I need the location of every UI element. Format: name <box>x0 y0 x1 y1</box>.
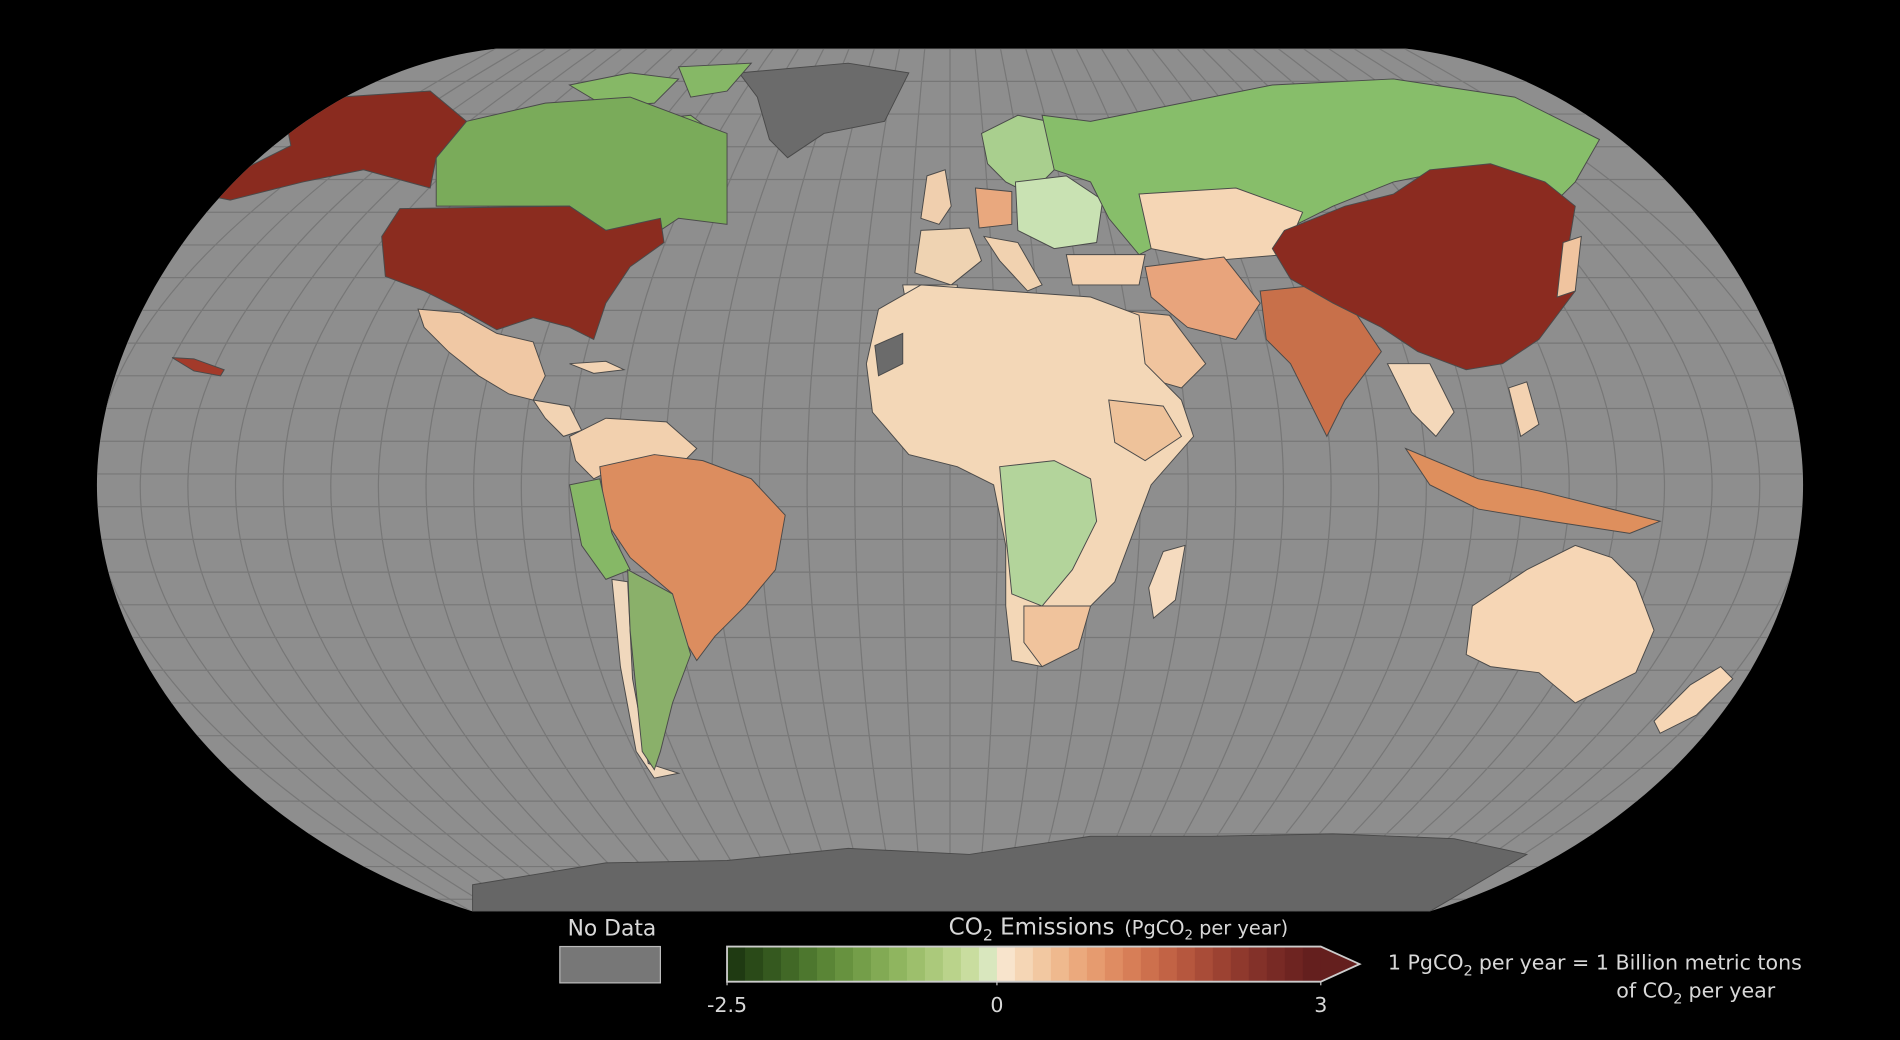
uk <box>920 169 952 225</box>
colorbar-swatch <box>745 946 764 982</box>
title-unit: (PgCO <box>1124 916 1184 939</box>
colorbar-swatch <box>1014 946 1034 982</box>
peru <box>568 478 631 580</box>
antarctica <box>472 833 1529 912</box>
japan <box>1556 235 1582 298</box>
germany <box>974 187 1013 229</box>
colorbar-swatch <box>1032 946 1052 982</box>
canada <box>435 96 728 231</box>
colorbar-swatch <box>799 946 818 982</box>
central-africa <box>999 460 1098 607</box>
colorbar-swatch <box>1122 946 1142 982</box>
colorbar-swatch <box>1140 946 1160 982</box>
colorbar-swatch <box>727 946 746 982</box>
note-part: per year = 1 Billion metric tons <box>1479 951 1802 975</box>
no-data-swatch <box>559 945 662 984</box>
title-subscript: 2 <box>1185 928 1193 943</box>
new-zealand <box>1653 666 1734 734</box>
colorbar-swatch <box>1176 946 1196 982</box>
western-sahara <box>874 332 904 377</box>
colorbar-tick-label: -2.5 <box>707 993 747 1017</box>
colorbar-swatch <box>960 946 980 982</box>
italy <box>982 235 1043 292</box>
colorbar-swatch <box>978 946 998 982</box>
colorbar-swatch <box>888 946 908 982</box>
note-subscript: 2 <box>1464 964 1473 980</box>
colorbar-swatch <box>870 946 890 982</box>
usa <box>381 205 665 341</box>
colorbar-swatch <box>924 946 944 982</box>
australia <box>1465 544 1655 704</box>
colorbar-swatch <box>852 946 872 982</box>
colorbar-swatch <box>1212 946 1232 982</box>
brazil <box>599 454 786 662</box>
colorbar-swatch <box>1104 946 1124 982</box>
colorbar-swatch <box>817 946 836 982</box>
colorbar-swatch <box>1050 946 1070 982</box>
colorbar-tick-label: 3 <box>1314 993 1327 1017</box>
note-subscript: 2 <box>1673 991 1682 1007</box>
meridian <box>139 48 522 912</box>
note-part: 1 PgCO <box>1388 951 1464 975</box>
note-line: 1 PgCO2 per year = 1 Billion metric tons <box>1388 951 1802 980</box>
colorbar-tick-label: 0 <box>990 993 1003 1017</box>
meridian <box>1404 48 1804 912</box>
meridian <box>901 48 926 912</box>
title-part: CO <box>949 914 983 940</box>
colorbar-swatch <box>1086 946 1106 982</box>
ethiopia <box>1108 399 1183 462</box>
title-unit: per year) <box>1199 916 1288 939</box>
note-line: of CO2 per year <box>1616 978 1775 1007</box>
colorbar-swatch <box>1266 946 1286 982</box>
colorbar-title: CO2 Emissions (PgCO2 per year) <box>949 914 1289 944</box>
no-data-label: No Data <box>568 917 657 942</box>
meridian <box>806 48 875 912</box>
meridian <box>854 48 901 912</box>
countries <box>171 62 1734 912</box>
hawaii <box>171 357 225 377</box>
colorbar-swatch <box>1194 946 1214 982</box>
colorbar-swatch <box>834 946 854 982</box>
colorbar-swatch <box>1230 946 1250 982</box>
colorbar-border <box>726 945 1362 983</box>
colorbar-swatch <box>906 946 926 982</box>
colorbar: -2.5 0 3 <box>707 945 1362 1017</box>
colorbar-swatch <box>1248 946 1268 982</box>
title-part: Emissions <box>1000 914 1114 940</box>
colorbar-swatch <box>1302 946 1322 982</box>
iran <box>1144 256 1261 341</box>
colorbar-swatch <box>1284 946 1304 982</box>
colorbar-swatch <box>781 946 800 982</box>
colorbar-swatch <box>763 946 782 982</box>
eastern-europe <box>1014 175 1104 250</box>
title-subscript: 2 <box>983 925 993 944</box>
china <box>1271 163 1576 371</box>
argentina <box>627 568 692 771</box>
turkey <box>1065 254 1146 286</box>
central-america <box>532 399 583 437</box>
south-africa <box>1023 605 1092 668</box>
note-part: of CO <box>1616 978 1673 1002</box>
note-part: per year <box>1689 978 1776 1002</box>
colorbar-swatch <box>996 946 1016 982</box>
colorbar-swatch <box>1158 946 1178 982</box>
france <box>914 227 983 286</box>
caribbean <box>569 360 626 374</box>
southeast-asia <box>1386 363 1455 438</box>
indonesia <box>1404 447 1662 534</box>
greenland <box>738 62 910 159</box>
madagascar <box>1148 544 1186 620</box>
meridian <box>758 48 850 912</box>
meridian <box>187 48 547 912</box>
colorbar-arrow <box>1320 946 1360 982</box>
philippines <box>1508 381 1540 438</box>
colorbar-swatch <box>942 946 962 982</box>
colorbar-swatch <box>1068 946 1088 982</box>
